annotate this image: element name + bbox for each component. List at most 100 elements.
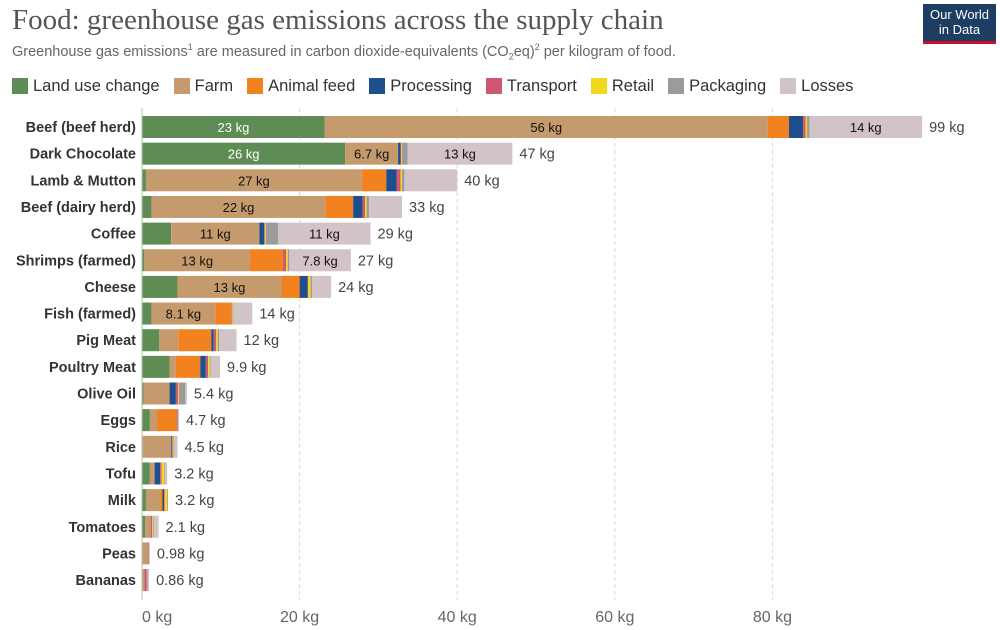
bar-segment-milk-processing — [162, 489, 165, 512]
legend-label-farm: Farm — [194, 76, 234, 95]
bar-segment-tomatoes-farm — [145, 515, 151, 538]
legend-label-retail: Retail — [611, 76, 655, 95]
bar-segment-beef-beef-herd-farm — [324, 116, 768, 138]
bar-segment-milk-land-use-change — [142, 489, 146, 512]
total-label-beef-beef-herd: 99 kg — [929, 120, 964, 136]
bar-segment-poultry-meat-farm — [169, 355, 176, 378]
subtitle-footnote-1: 1 — [187, 42, 193, 52]
bar-segment-beef-dairy-herd-losses — [368, 195, 403, 218]
category-label-tomatoes: Tomatoes — [69, 520, 136, 536]
bar-segment-fish-farmed-transport — [231, 302, 232, 325]
bar-segment-beef-dairy-herd-farm — [151, 195, 326, 218]
bar-segment-olive-oil-losses — [185, 382, 187, 405]
bar-segment-tomatoes-transport — [150, 515, 153, 538]
bar-segment-lamb-mutton-retail — [400, 169, 403, 192]
bar-segment-shrimps-farmed-packaging — [287, 249, 290, 272]
segment-label-dark-chocolate-losses: 13 kg — [444, 147, 476, 162]
bar-segment-bananas-losses — [147, 569, 150, 592]
owid-logo[interactable]: Our World in Data — [923, 4, 996, 44]
segment-label-beef-beef-herd-farm: 56 kg — [530, 120, 562, 135]
category-label-peas: Peas — [102, 546, 136, 562]
bar-segment-coffee-transport — [264, 222, 265, 245]
x-tick-label-0: 0 kg — [142, 609, 172, 626]
bar-segment-rice-transport — [171, 435, 173, 458]
bar-segment-lamb-mutton-packaging — [402, 169, 405, 192]
category-label-lamb-mutton: Lamb & Mutton — [30, 173, 136, 189]
bar-segment-bananas-packaging — [146, 569, 148, 592]
bar-segment-bananas-farm — [142, 569, 145, 592]
segment-label-beef-dairy-herd-farm: 22 kg — [223, 200, 255, 215]
bar-segment-pig-meat-farm — [159, 329, 179, 352]
legend-label-land-use-change: Land use change — [33, 76, 160, 95]
total-label-milk: 3.2 kg — [175, 493, 215, 509]
segment-label-beef-beef-herd-losses: 14 kg — [850, 120, 882, 135]
total-label-cheese: 24 kg — [338, 280, 373, 296]
category-label-eggs: Eggs — [101, 413, 136, 429]
bar-segment-lamb-mutton-land-use-change — [142, 169, 146, 192]
total-label-peas: 0.98 kg — [157, 546, 205, 562]
bar-segment-milk-retail — [164, 489, 168, 512]
bar-segment-lamb-mutton-farm — [145, 169, 362, 192]
subtitle-text-1: Greenhouse gas emissions — [12, 43, 188, 60]
bar-segment-tofu-farm — [149, 462, 155, 485]
bar-segment-tomatoes-land-use-change — [142, 515, 146, 538]
bar-segment-poultry-meat-animal-feed — [175, 355, 201, 378]
bar-segment-shrimps-farmed-retail — [286, 249, 288, 272]
legend-item-animal-feed[interactable]: Animal feed — [247, 77, 355, 96]
bar-segment-lamb-mutton-transport — [396, 169, 401, 192]
segment-label-beef-beef-herd-land-use-change: 23 kg — [218, 120, 250, 135]
legend-item-packaging[interactable]: Packaging — [668, 77, 766, 96]
segment-label-fish-farmed-farm: 8.1 kg — [166, 307, 201, 322]
bar-segment-rice-retail — [172, 435, 174, 458]
bar-segment-beef-dairy-herd-transport — [362, 195, 366, 218]
bar-segment-coffee-farm — [171, 222, 260, 245]
legend-swatch-packaging — [668, 78, 685, 94]
legend-label-animal-feed: Animal feed — [268, 76, 356, 95]
bar-segment-rice-losses — [174, 435, 178, 458]
bar-segment-beef-beef-herd-processing — [788, 116, 804, 138]
legend-item-losses[interactable]: Losses — [780, 77, 853, 96]
bar-segment-fish-farmed-packaging — [232, 302, 234, 325]
total-label-poultry-meat: 9.9 kg — [227, 360, 267, 376]
legend-item-retail[interactable]: Retail — [590, 76, 655, 96]
bar-segment-rice-packaging — [173, 435, 175, 458]
bar-segment-olive-oil-retail — [178, 382, 180, 405]
bar-segment-tofu-packaging — [164, 462, 165, 485]
chart-subtitle: Greenhouse gas emissions1 are measured i… — [12, 42, 676, 62]
legend-swatch-farm — [173, 78, 190, 94]
bar-segment-tofu-transport — [160, 462, 162, 485]
bar-segment-peas-transport — [148, 542, 150, 565]
category-label-pig-meat: Pig Meat — [76, 333, 136, 349]
bar-segment-fish-farmed-land-use-change — [142, 302, 152, 325]
category-label-beef-dairy-herd: Beef (dairy herd) — [21, 200, 136, 216]
bar-segment-milk-transport — [164, 489, 165, 512]
bar-segment-beef-dairy-herd-packaging — [366, 195, 369, 218]
category-label-tofu: Tofu — [106, 466, 136, 482]
chart-title: Food: greenhouse gas emissions across th… — [12, 4, 664, 36]
segment-label-dark-chocolate-farm: 6.7 kg — [354, 147, 389, 162]
bar-segment-tofu-retail — [161, 462, 165, 485]
legend-label-packaging: Packaging — [689, 76, 767, 95]
bar-segment-dark-chocolate-processing — [398, 142, 401, 165]
legend-swatch-animal-feed — [247, 78, 264, 94]
total-label-eggs: 4.7 kg — [186, 413, 226, 429]
bar-segment-milk-farm — [145, 489, 161, 512]
bar-segment-poultry-meat-land-use-change — [142, 355, 170, 378]
legend-swatch-transport — [485, 78, 502, 94]
bar-segment-beef-dairy-herd-land-use-change — [142, 195, 152, 218]
legend-item-farm[interactable]: Farm — [173, 76, 234, 96]
legend-item-processing[interactable]: Processing — [369, 77, 472, 96]
category-label-poultry-meat: Poultry Meat — [49, 360, 136, 376]
bar-segment-beef-beef-herd-retail — [805, 116, 808, 138]
bar-segment-pig-meat-losses — [219, 329, 237, 352]
bar-segment-olive-oil-processing — [169, 382, 176, 405]
segment-label-dark-chocolate-land-use-change: 26 kg — [228, 147, 260, 162]
legend-item-transport[interactable]: Transport — [485, 77, 577, 96]
bar-segment-fish-farmed-losses — [233, 302, 253, 325]
legend-item-land-use-change[interactable]: Land use change — [12, 77, 160, 96]
bar-segment-peas-losses — [149, 542, 150, 565]
bar-segment-coffee-losses — [278, 222, 371, 245]
bar-segment-cheese-farm — [177, 275, 282, 298]
bar-segment-fish-farmed-animal-feed — [215, 302, 232, 325]
